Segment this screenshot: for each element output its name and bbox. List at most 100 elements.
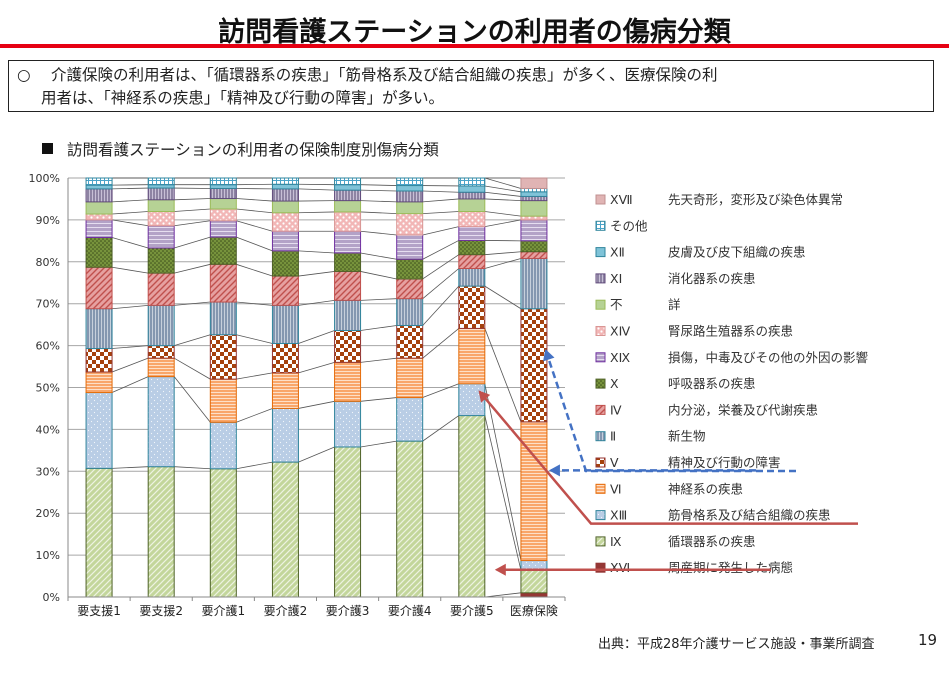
legend-swatch [595, 299, 606, 310]
bar-segment [85, 213, 113, 221]
legend-swatch [595, 562, 606, 573]
bar-segment [209, 468, 237, 598]
bar-segment [458, 185, 486, 193]
series-line [236, 220, 273, 232]
bar-segment [334, 252, 362, 272]
series-line [236, 334, 273, 344]
bar-segment [334, 177, 362, 186]
bar-segment [271, 461, 299, 598]
bar-segment [85, 371, 113, 394]
bar-segment [334, 361, 362, 402]
legend-swatch [595, 536, 606, 547]
legend-label: 詳 [668, 297, 681, 312]
bar-segment [520, 308, 548, 423]
series-line [484, 383, 522, 561]
series-line [422, 198, 459, 203]
bar-segment [147, 184, 175, 189]
bar-segment [147, 357, 175, 378]
series-line [174, 208, 211, 212]
series-line [360, 357, 397, 363]
x-tick-label: 要介護4 [388, 603, 432, 618]
legend-swatch [595, 378, 606, 389]
legend-label: 新生物 [668, 429, 706, 444]
series-line [111, 376, 149, 393]
series-line [236, 236, 273, 252]
series-line [360, 230, 397, 236]
bar-segment [334, 230, 362, 254]
bar-segment [147, 247, 175, 274]
series-line [484, 251, 521, 256]
legend-swatch [595, 483, 606, 494]
bar-segment [458, 415, 486, 598]
bar-segment [334, 189, 362, 202]
bar-segment [271, 250, 299, 277]
bar-segment [520, 240, 548, 253]
y-tick-label: 80% [36, 256, 60, 269]
legend-swatch [595, 273, 606, 284]
legend-code: Ⅱ [610, 429, 616, 444]
legend-swatch [595, 510, 606, 521]
bar-segment [147, 272, 175, 306]
bar-segment [209, 187, 237, 200]
series-line [298, 361, 335, 374]
bar-segment [147, 304, 175, 347]
series-line [236, 208, 273, 214]
bar-segment [396, 213, 424, 236]
legend-label: 損傷，中毒及びその他の外因の影響 [668, 350, 868, 365]
bar-segment [209, 177, 237, 186]
legend-code: ⅩⅥ [610, 560, 630, 575]
series-line [298, 330, 335, 344]
series-connector-lines [111, 177, 522, 598]
legend-code: Ⅹ [610, 376, 619, 391]
series-line [360, 325, 397, 331]
y-tick-label: 20% [36, 507, 60, 520]
series-line [174, 301, 211, 306]
bar-segment [520, 187, 548, 193]
bar-segment [458, 198, 486, 213]
bar-segment [396, 324, 424, 359]
y-tick-label: 30% [36, 465, 60, 478]
legend-swatch [595, 431, 606, 442]
series-line [112, 466, 149, 469]
bars [85, 177, 548, 598]
legend-label: 神経系の疾患 [668, 481, 743, 496]
series-line [111, 219, 149, 227]
chart-heading: 訪問看護ステーションの利用者の保険制度別傷病分類 [42, 138, 439, 160]
series-line [422, 415, 460, 442]
x-tick-label: 要介護1 [201, 603, 245, 618]
bar-segment [147, 345, 175, 359]
bar-segment [209, 263, 237, 303]
bar-segment [458, 285, 486, 329]
circle-bullet-icon: ○ [17, 66, 31, 84]
series-line [422, 268, 460, 299]
legend-swatch [595, 194, 606, 205]
bar-segment [209, 220, 237, 238]
page-number: 19 [918, 631, 938, 649]
series-line [112, 187, 149, 190]
chart-heading-text: 訪問看護ステーションの利用者の保険制度別傷病分類 [67, 141, 439, 159]
bar-segment [520, 191, 548, 197]
bar-segment [458, 268, 486, 287]
bar-segment [520, 421, 548, 562]
bar-segment [209, 378, 237, 423]
bar-segment [147, 376, 175, 468]
legend-label: 周産期に発生した病態 [668, 560, 793, 575]
bar-segment [396, 440, 424, 598]
bar-segment [396, 177, 424, 187]
arrow-head-icon [478, 390, 491, 403]
legend-code: 不 [610, 297, 623, 312]
bar-segment [334, 270, 362, 301]
legend-label: 腎尿路生殖器系の疾患 [668, 324, 793, 339]
series-line [112, 211, 149, 215]
legend-code: その他 [610, 218, 648, 233]
legend-label: 皮膚及び皮下組織の疾患 [668, 245, 806, 260]
y-tick-label: 100% [29, 172, 60, 185]
bar-segment [458, 191, 486, 200]
series-line [111, 237, 149, 249]
series-line [360, 184, 397, 186]
bar-segment [147, 466, 175, 598]
x-tick-label: 要支援1 [77, 604, 121, 618]
y-tick-label: 60% [36, 340, 60, 353]
bar-segment [396, 357, 424, 399]
